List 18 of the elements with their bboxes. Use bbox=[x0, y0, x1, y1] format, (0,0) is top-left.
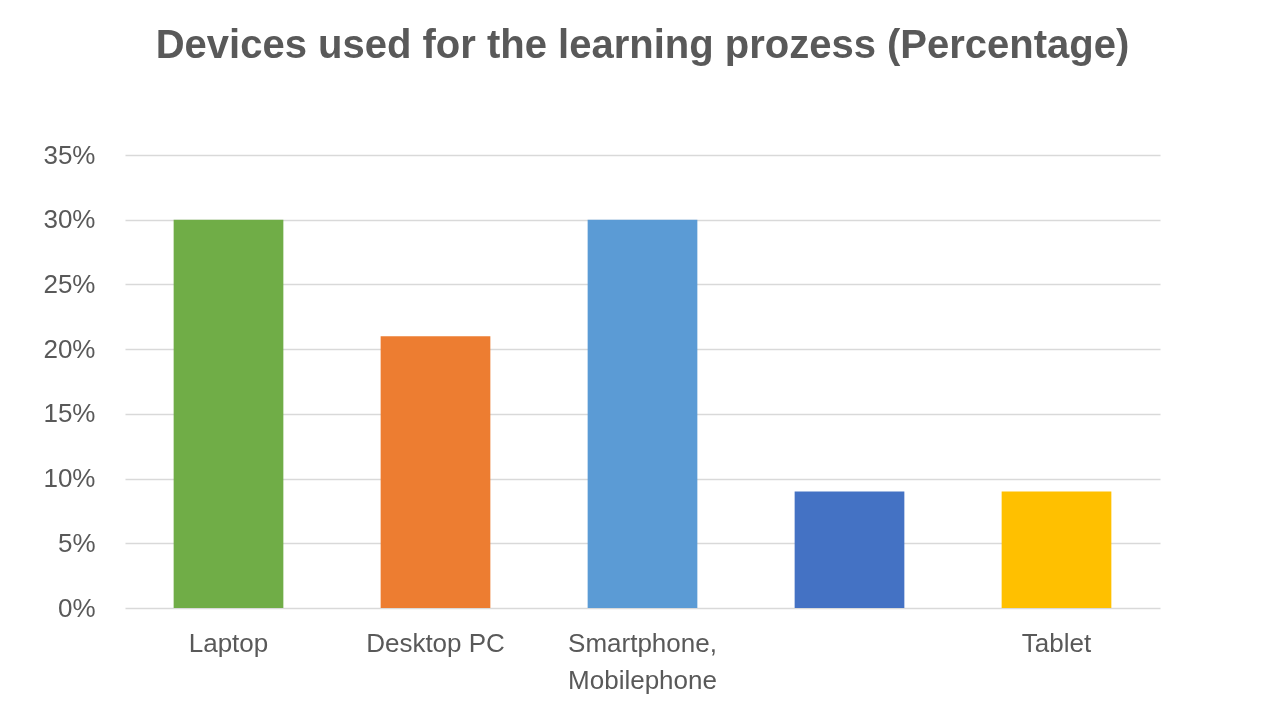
bar bbox=[587, 219, 698, 608]
y-tick-label: 35% bbox=[43, 139, 96, 170]
bar bbox=[173, 219, 284, 608]
bar bbox=[794, 491, 905, 608]
y-tick-label: 0% bbox=[57, 592, 96, 623]
x-tick-label: Desktop PC bbox=[366, 627, 505, 658]
y-tick-label: 10% bbox=[43, 463, 96, 494]
y-tick-label: 30% bbox=[43, 204, 96, 235]
y-tick-label: 20% bbox=[43, 333, 96, 364]
bar bbox=[380, 336, 491, 608]
bar bbox=[1001, 491, 1112, 608]
x-tick-label: Laptop bbox=[188, 627, 269, 658]
chart-title: Devices used for the learning prozess (Percentage) bbox=[155, 22, 1130, 66]
x-tick-label: Tablet bbox=[1021, 627, 1092, 658]
y-tick-label: 5% bbox=[57, 527, 96, 558]
y-tick-label: 25% bbox=[43, 268, 96, 299]
x-tick-label: Smartphone, Mobilephone bbox=[568, 627, 717, 695]
y-tick-label: 15% bbox=[43, 398, 96, 429]
